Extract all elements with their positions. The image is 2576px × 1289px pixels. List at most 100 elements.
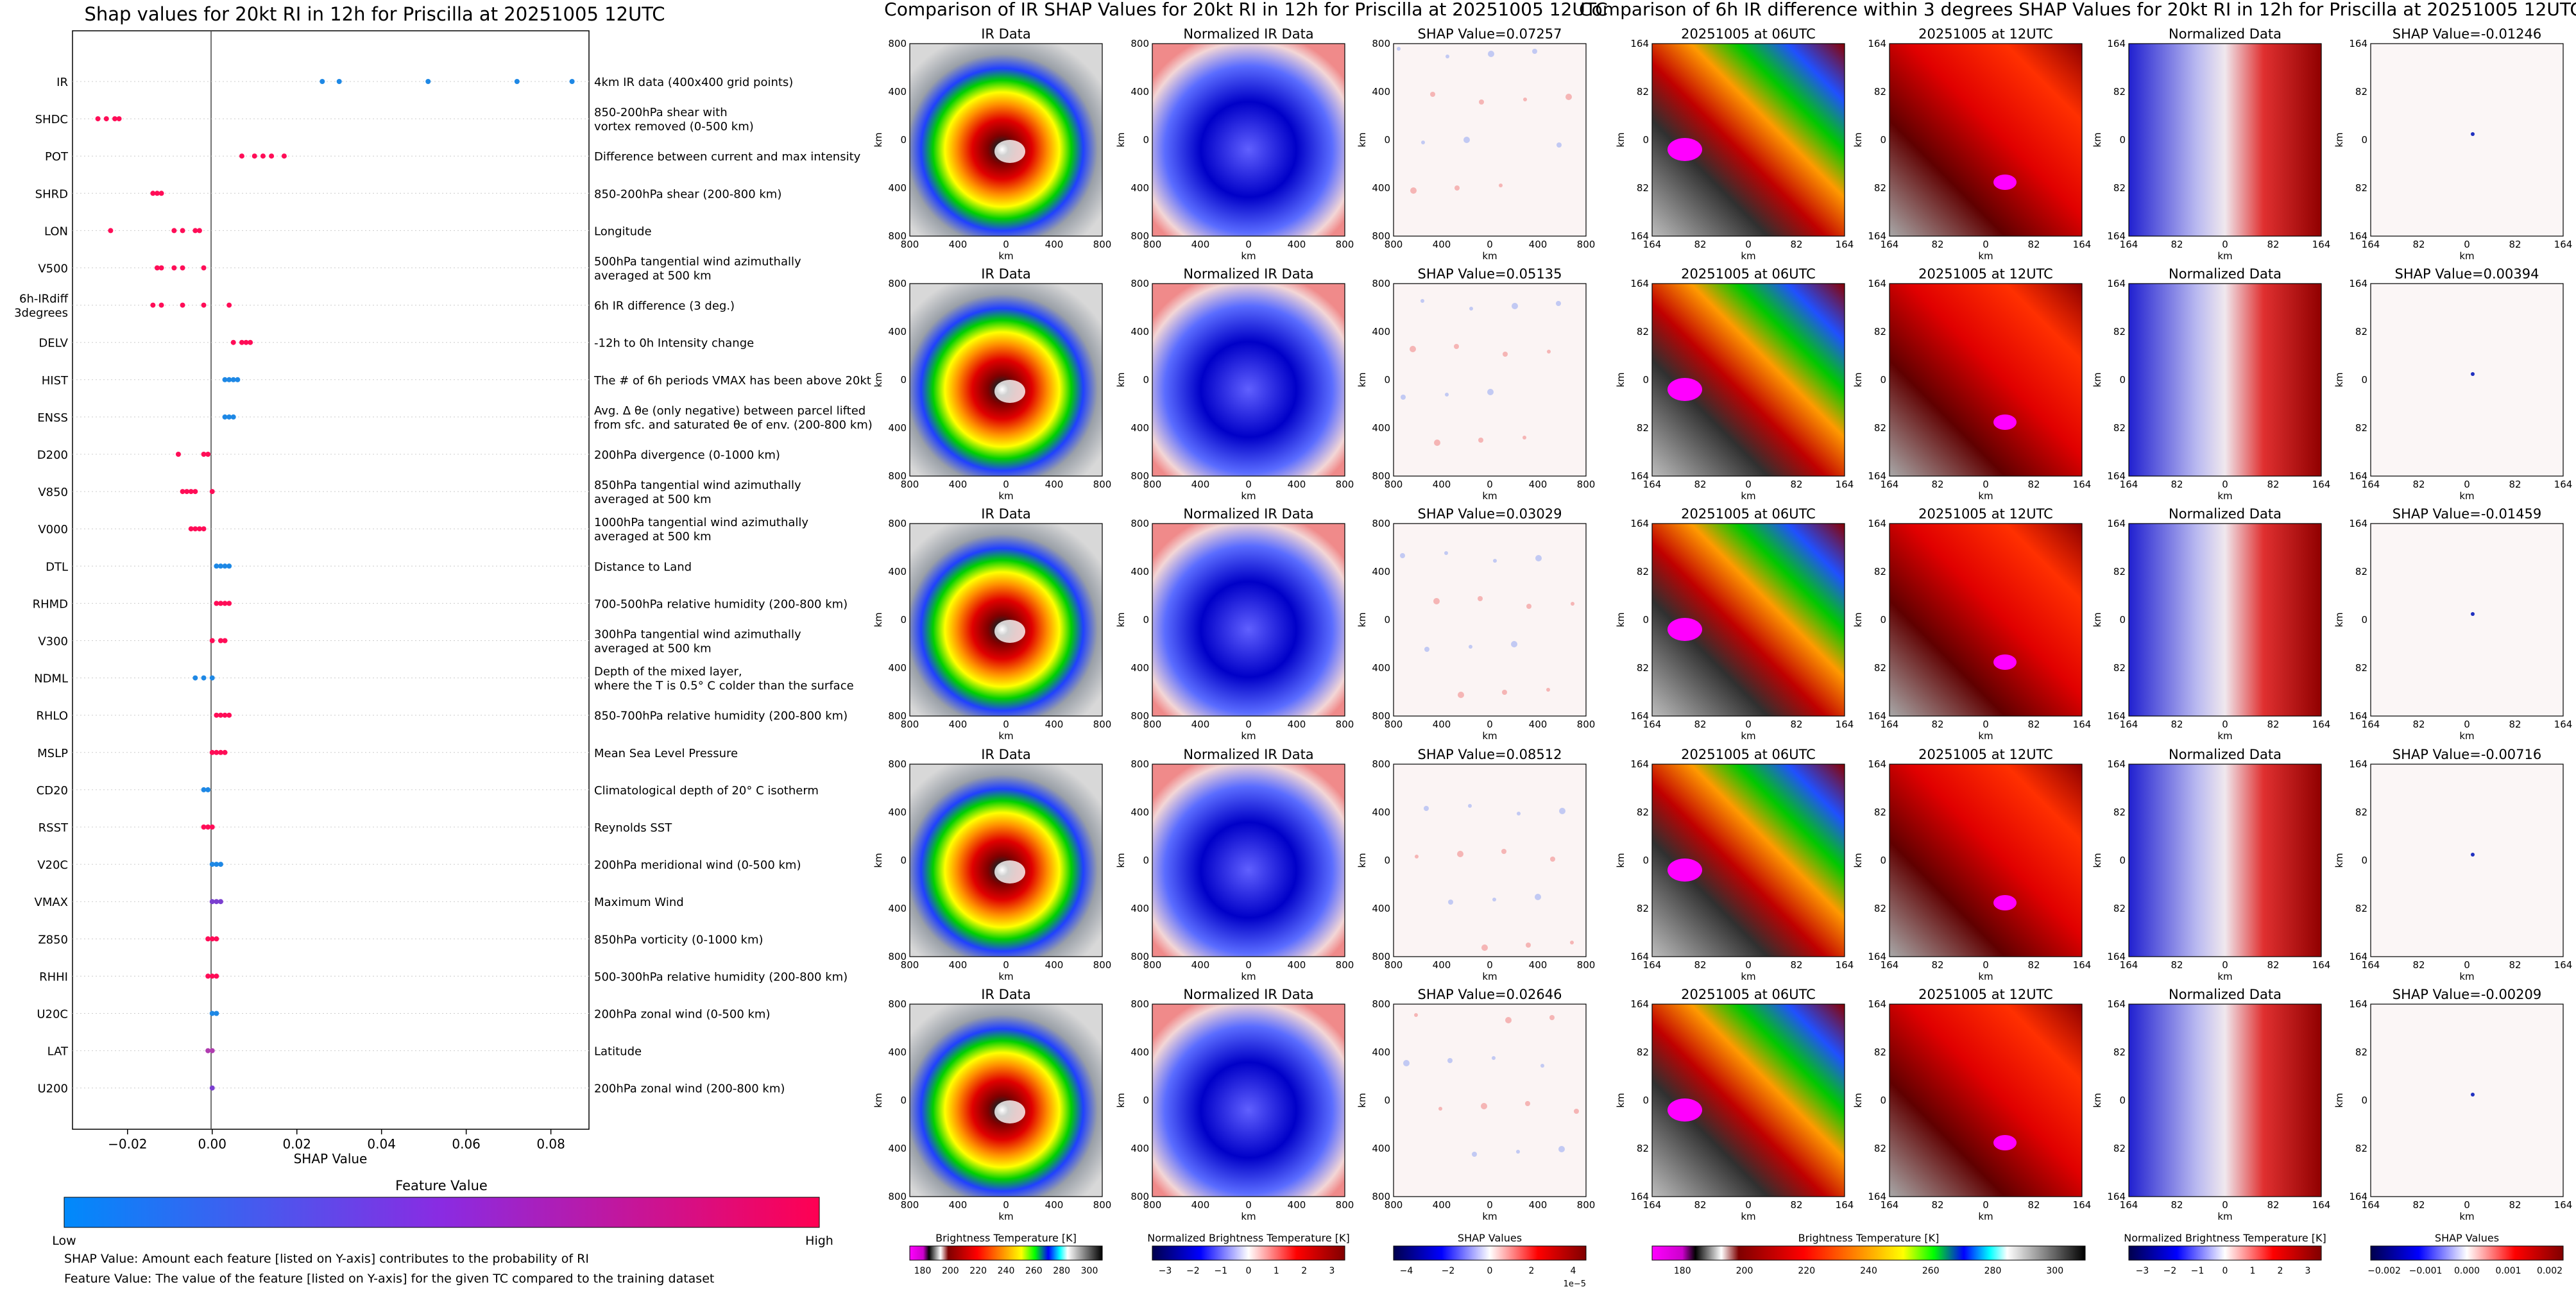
y-tick-label: 400: [1130, 903, 1149, 914]
x-tick-label: 164: [2073, 1199, 2092, 1211]
feature-label: DTL: [46, 560, 68, 574]
x-axis-label: km: [1482, 730, 1497, 742]
x-tick-label: 400: [1288, 1199, 1306, 1211]
y-tick-label: 0: [900, 614, 907, 626]
x-tick-label: 400: [1191, 239, 1210, 250]
feature-description: Climatological depth of 20° C isotherm: [594, 784, 819, 798]
colorbar: [1152, 1245, 1345, 1261]
colorbar-tick-label: −2: [1442, 1266, 1455, 1276]
subplot-frame: [1152, 1003, 1345, 1197]
x-tick-label: 82: [1694, 479, 1706, 490]
shap-blob: [1540, 1064, 1544, 1068]
x-tick-label: 164: [1836, 239, 1854, 250]
y-tick-label: 0: [1384, 614, 1390, 626]
shap-point: [188, 526, 194, 532]
x-tick-label: 164: [1881, 959, 1899, 971]
y-tick-label: 0: [2119, 1095, 2126, 1106]
y-tick-label: 164: [2107, 758, 2126, 770]
colorbar-tick-label: 280: [1984, 1266, 2002, 1276]
feature-description: 850-200hPa shear with: [594, 106, 728, 119]
shap-blob: [1463, 137, 1470, 143]
y-tick-label: 400: [1372, 182, 1390, 194]
x-tick-label: 400: [1288, 959, 1306, 971]
y-axis-label: km: [1615, 1093, 1626, 1107]
feature-description: Latitude: [594, 1045, 642, 1059]
storm-eye: [994, 380, 1025, 403]
feature-description: 4km IR data (400x400 grid points): [594, 76, 793, 89]
y-tick-label: 164: [2107, 1191, 2126, 1202]
x-tick-label: 82: [2027, 239, 2040, 250]
x-tick-label: 164: [2362, 239, 2380, 250]
x-axis-label: km: [2459, 730, 2474, 742]
x-axis-label: km: [2217, 490, 2232, 502]
shap-blob: [1502, 690, 1507, 695]
shap-blob: [1511, 641, 1517, 647]
shap-point: [218, 563, 223, 569]
y-tick-label: 400: [888, 1046, 907, 1058]
y-axis-label: km: [1356, 132, 1368, 147]
subplot-frame: [1393, 283, 1587, 477]
y-axis-label: km: [1115, 612, 1127, 627]
x-tick-label: 400: [1433, 479, 1451, 490]
y-tick-label: 164: [2107, 951, 2126, 962]
shap-blob: [1430, 92, 1435, 97]
y-tick-label: 82: [2355, 807, 2367, 818]
shap-point: [158, 302, 164, 308]
x-tick-label: 0: [2464, 239, 2470, 250]
shap-point: [205, 936, 211, 942]
colorbar-label: Brightness Temperature [K]: [935, 1232, 1077, 1244]
y-tick-label: 800: [1372, 998, 1390, 1010]
subplot-title: SHAP Value=0.07257: [1418, 26, 1562, 42]
x-axis-label: km: [1241, 971, 1256, 982]
ir-image: [910, 44, 1102, 236]
x-tick-label: 800: [901, 719, 919, 730]
x-tick-label: 82: [1790, 1199, 1802, 1211]
subplot-frame: [2370, 283, 2564, 477]
y-axis-label: km: [2333, 612, 2345, 627]
subplot-title: 20251005 at 06UTC: [1681, 266, 1816, 282]
x-tick-label: 800: [1577, 239, 1596, 250]
cold-cloud-area: [1993, 654, 2017, 670]
x-tick-label: 82: [2267, 479, 2279, 490]
y-tick-label: 400: [888, 182, 907, 194]
shap-point: [226, 414, 232, 420]
y-tick-label: 164: [1630, 1191, 1649, 1202]
feature-description: Longitude: [594, 225, 652, 238]
x-tick-label: 164: [1643, 1199, 1662, 1211]
feature-description: 200hPa divergence (0-1000 km): [594, 448, 780, 462]
feature-label: LAT: [47, 1045, 69, 1059]
y-tick-label: 0: [1384, 855, 1390, 866]
shap-map: [2371, 1004, 2563, 1197]
storm-eye: [994, 620, 1025, 643]
y-tick-label: 82: [1874, 86, 1886, 98]
subplot-frame: [1152, 523, 1345, 717]
x-tick-label: 82: [1790, 959, 1802, 971]
x-tick-label: 400: [1529, 479, 1548, 490]
feature-label: IR: [56, 76, 68, 89]
x-axis-label: km: [1482, 250, 1497, 262]
shap-point: [201, 787, 207, 792]
y-tick-label: 0: [1880, 855, 1886, 866]
subplot-frame: [1889, 43, 2083, 237]
shap-blob: [1445, 393, 1449, 397]
subplot-frame: [1889, 1003, 2083, 1197]
cold-cloud-area: [1668, 858, 1702, 882]
x-tick-label: 164: [1643, 239, 1662, 250]
x-tick-label: 800: [1093, 959, 1112, 971]
shap-point: [209, 862, 215, 867]
y-tick-label: 400: [888, 566, 907, 577]
subplot-title: 20251005 at 06UTC: [1681, 506, 1816, 522]
feature-description: 850-700hPa relative humidity (200-800 km…: [594, 710, 848, 723]
y-axis-label: km: [2092, 1093, 2103, 1107]
y-tick-label: 82: [1874, 903, 1886, 914]
x-axis-label: km: [1978, 730, 1993, 742]
shap-blob: [1438, 1107, 1442, 1111]
y-tick-label: 0: [1642, 855, 1649, 866]
feature-label: V500: [38, 262, 68, 276]
ir-12utc-image: [1889, 44, 2082, 236]
y-tick-label: 0: [900, 855, 907, 866]
y-tick-label: 164: [1868, 710, 1886, 722]
beeswarm-rows: IR 4km IR data (400x400 grid points) SHDC 8…: [14, 76, 873, 1096]
subplot-title: SHAP Value=-0.00716: [2393, 747, 2542, 762]
x-tick-label: 164: [2554, 1199, 2573, 1211]
